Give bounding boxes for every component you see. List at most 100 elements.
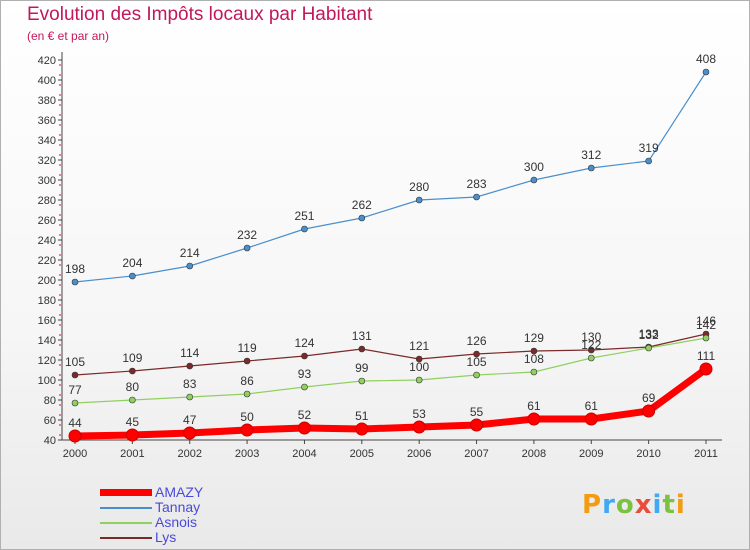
data-label-amazy: 52 (298, 408, 312, 422)
chart-title: Evolution des Impôts locaux par Habitant (27, 4, 373, 25)
legend-swatch (100, 537, 152, 539)
legend-label: Tannay (155, 499, 201, 515)
data-point-amazy (183, 426, 197, 440)
y-minor-tick (59, 134, 61, 136)
data-point-amazy (355, 422, 369, 436)
y-minor-tick (59, 414, 61, 416)
y-minor-tick (59, 224, 61, 226)
data-point-asnois (415, 376, 423, 384)
data-label-lys: 133 (639, 327, 659, 341)
data-label-asnois: 105 (467, 355, 487, 369)
legend-item-tannay: Tannay (100, 499, 300, 515)
data-label-tannay: 198 (65, 262, 85, 276)
y-minor-tick (59, 104, 61, 106)
y-minor-tick (59, 434, 61, 436)
y-minor-tick (59, 234, 61, 236)
chart-legend: AMAZY Tannay Asnois Lys (100, 484, 300, 545)
data-label-asnois: 122 (581, 338, 601, 352)
y-minor-tick (59, 274, 61, 276)
data-label-amazy: 44 (68, 416, 82, 430)
y-tick-label: 300 (38, 175, 56, 187)
x-tick-label: 2002 (177, 448, 201, 460)
data-point-amazy (68, 429, 82, 443)
data-point-amazy (584, 412, 598, 426)
y-tick-label: 60 (44, 415, 56, 427)
y-minor-tick (59, 94, 61, 96)
chart-axes: 40 60 80 100 120 140 160 180 200 220 240 260 280 300 3… (38, 52, 722, 460)
x-tick-label: 2008 (522, 448, 546, 460)
y-minor-tick (59, 334, 61, 336)
data-point-asnois (71, 399, 79, 407)
data-label-asnois: 108 (524, 352, 544, 366)
data-point-lys (415, 355, 423, 363)
data-label-asnois: 80 (126, 380, 140, 394)
y-minor-tick (59, 144, 61, 146)
y-tick-label: 180 (38, 295, 56, 307)
legend-swatch (100, 507, 152, 509)
data-point-amazy (527, 412, 541, 426)
data-label-amazy: 69 (642, 391, 656, 405)
data-label-asnois: 77 (68, 383, 82, 397)
y-tick-label: 100 (38, 375, 56, 387)
y-minor-tick (59, 384, 61, 386)
y-tick-label: 320 (38, 155, 56, 167)
y-minor-tick (59, 174, 61, 176)
data-point-tannay (702, 68, 710, 76)
data-label-tannay: 319 (639, 141, 659, 155)
data-label-lys: 131 (352, 329, 372, 343)
data-label-lys: 119 (238, 341, 257, 355)
chart-subtitle: (en € et par an) (27, 29, 110, 43)
legend-swatch (100, 522, 152, 524)
data-label-tannay: 251 (294, 209, 314, 223)
data-label-amazy: 53 (413, 407, 427, 421)
data-label-tannay: 204 (122, 256, 142, 270)
data-label-asnois: 99 (355, 361, 369, 375)
data-point-tannay (358, 214, 366, 222)
data-point-tannay (186, 262, 194, 270)
y-tick-label: 280 (38, 195, 56, 207)
data-label-tannay: 214 (180, 246, 200, 260)
data-point-asnois (587, 354, 595, 362)
y-tick-label: 200 (38, 275, 56, 287)
data-point-asnois (129, 396, 136, 404)
data-point-tannay (645, 157, 652, 165)
y-minor-tick (59, 84, 61, 86)
data-label-lys: 129 (524, 331, 544, 345)
data-label-lys: 146 (696, 314, 716, 328)
data-label-tannay: 232 (237, 228, 257, 242)
y-minor-tick (59, 404, 61, 406)
series-line-amazy (71, 365, 710, 440)
y-minor-tick (59, 294, 61, 296)
y-minor-tick (59, 324, 61, 326)
data-point-lys (71, 371, 79, 379)
data-point-amazy (642, 404, 656, 418)
x-tick-label: 2009 (579, 448, 603, 460)
data-label-lys: 126 (467, 334, 487, 348)
y-minor-tick (59, 284, 61, 286)
y-tick-label: 120 (38, 355, 56, 367)
data-point-amazy (240, 423, 254, 437)
data-label-asnois: 132 (639, 328, 659, 342)
y-tick-label: 380 (38, 95, 56, 107)
data-label-tannay: 262 (352, 198, 372, 212)
data-label-amazy: 47 (183, 413, 197, 427)
y-minor-tick (59, 214, 61, 216)
data-point-lys (301, 352, 308, 360)
y-minor-tick (59, 184, 61, 186)
data-point-amazy (297, 421, 311, 435)
data-point-tannay (301, 225, 308, 233)
x-tick-label: 2007 (464, 448, 488, 460)
y-minor-tick (59, 114, 61, 116)
legend-item-asnois: Asnois (100, 514, 300, 530)
data-label-lys: 105 (65, 355, 85, 369)
y-minor-tick (59, 264, 61, 266)
legend-label: AMAZY (155, 484, 204, 500)
y-tick-label: 340 (38, 135, 56, 147)
data-label-amazy: 61 (527, 399, 541, 413)
y-minor-tick (59, 74, 61, 76)
y-minor-tick (59, 254, 61, 256)
y-minor-tick (59, 424, 61, 426)
y-tick-label: 420 (38, 55, 56, 67)
data-label-amazy: 51 (355, 409, 369, 423)
